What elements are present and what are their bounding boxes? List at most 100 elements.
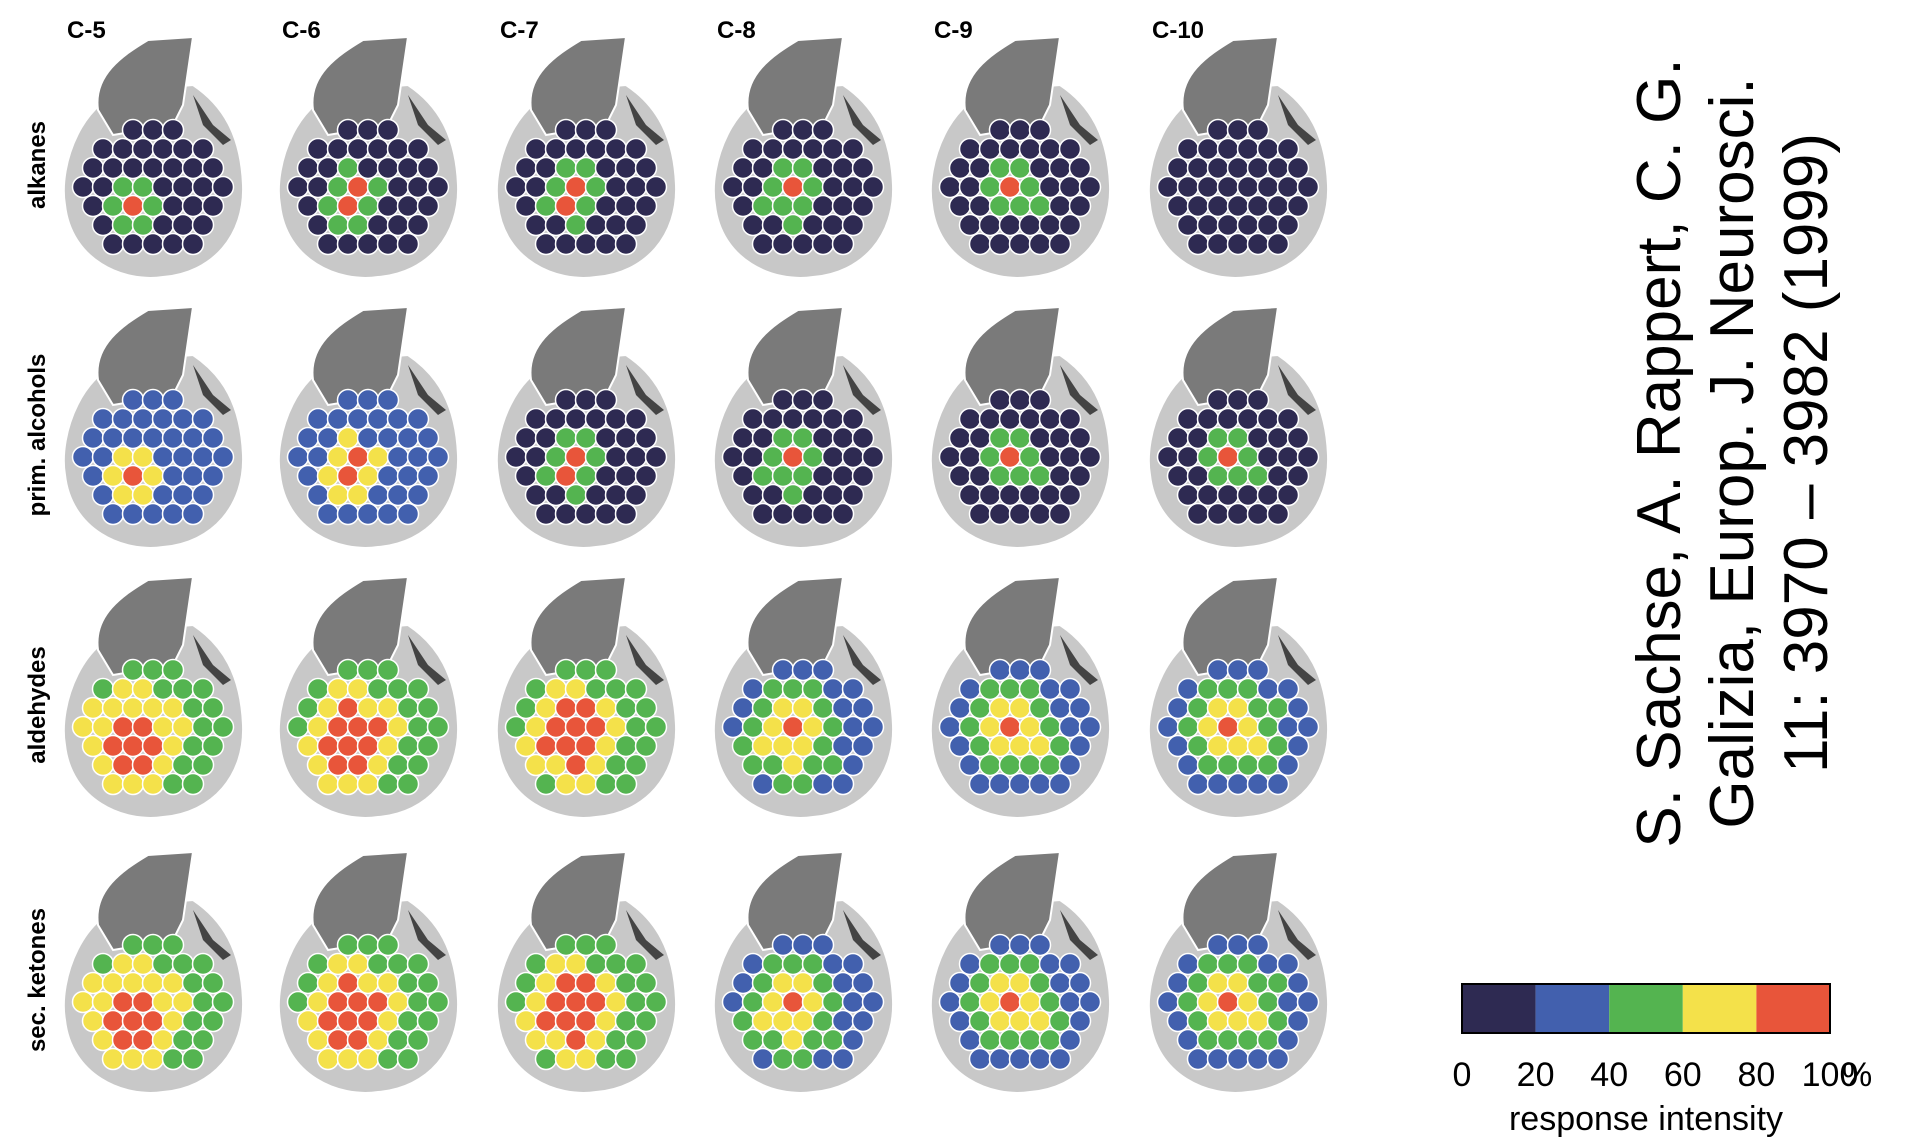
glomerulus (606, 1030, 627, 1051)
glomerulus (1010, 234, 1031, 255)
glomerulus (193, 992, 214, 1013)
glomerulus (596, 935, 617, 956)
glomerulus (763, 177, 784, 198)
glomerulus (863, 447, 884, 468)
glomerulus (418, 196, 439, 217)
glomerulus (1288, 428, 1309, 449)
glomerulus (773, 935, 794, 956)
glomerulus (1198, 717, 1219, 738)
glomerulus (990, 234, 1011, 255)
glomerulus (566, 485, 587, 506)
glomerulus (368, 1030, 389, 1051)
glomerulus (1228, 698, 1249, 719)
glomerulus (1040, 755, 1061, 776)
glomerulus (1000, 679, 1021, 700)
glomerulus (813, 736, 834, 757)
glomerulus (1188, 1049, 1209, 1070)
glomerulus (566, 992, 587, 1013)
glomerulus (1228, 390, 1249, 411)
glomerulus (338, 1011, 359, 1032)
glomerulus (418, 158, 439, 179)
glomerulus (566, 954, 587, 975)
glomerulus (783, 755, 804, 776)
glomerulus (378, 660, 399, 681)
glomerulus (980, 755, 1001, 776)
glomerulus (1298, 992, 1319, 1013)
glomerulus (213, 992, 234, 1013)
glomerulus (298, 698, 319, 719)
glomerulus (1248, 1011, 1269, 1032)
glomerulus (1020, 447, 1041, 468)
glomerulus (93, 215, 114, 236)
glomerulus (1218, 954, 1239, 975)
lobe-map (497, 307, 676, 548)
glomerulus (398, 1011, 419, 1032)
glomerulus (516, 1011, 537, 1032)
glomerulus (398, 774, 419, 795)
colorbar-segment (1536, 984, 1610, 1033)
lobe-map (279, 577, 458, 818)
glomerulus (308, 755, 329, 776)
glomerulus (773, 504, 794, 525)
glomerulus (616, 698, 637, 719)
glomerulus (596, 466, 617, 487)
glomerulus (203, 1011, 224, 1032)
lobe-map (279, 852, 458, 1093)
glomerulus (113, 447, 134, 468)
glomerulus (348, 409, 369, 430)
glomerulus (153, 139, 174, 160)
glomerulus (1278, 177, 1299, 198)
glomerulus (143, 158, 164, 179)
glomerulus (596, 736, 617, 757)
glomerulus (526, 717, 547, 738)
glomerulus (536, 1011, 557, 1032)
glomerulus (338, 466, 359, 487)
glomerulus (843, 992, 864, 1013)
glomerulus (328, 447, 349, 468)
glomerulus (773, 1011, 794, 1032)
glomerulus (576, 1049, 597, 1070)
glomerulus (93, 755, 114, 776)
glomerulus (1248, 196, 1269, 217)
glomerulus (526, 215, 547, 236)
glomerulus (616, 774, 637, 795)
glomerulus (556, 1011, 577, 1032)
glomerulus (1030, 390, 1051, 411)
glomerulus (823, 409, 844, 430)
glomerulus (803, 215, 824, 236)
glomerulus (1228, 973, 1249, 994)
glomerulus (1268, 158, 1289, 179)
glomerulus (83, 466, 104, 487)
lobe-map (714, 37, 893, 278)
glomerulus (636, 698, 657, 719)
citation-line: Galizia, Europ. J. Neurosci. (1698, 77, 1767, 828)
glomerulus (506, 447, 527, 468)
glomerulus (308, 447, 329, 468)
citation-line: S. Sachse, A. Rappert, C. G. (1625, 58, 1694, 847)
glomerulus (1268, 1049, 1289, 1070)
glomerulus (1040, 485, 1061, 506)
glomerulus (1198, 215, 1219, 236)
glomerulus (1258, 177, 1279, 198)
glomerulus (378, 973, 399, 994)
glomerulus (1278, 992, 1299, 1013)
glomerulus (813, 390, 834, 411)
glomerulus (113, 177, 134, 198)
glomerulus (636, 466, 657, 487)
glomerulus (940, 447, 961, 468)
glomerulus (753, 698, 774, 719)
glomerulus (763, 679, 784, 700)
glomerulus (950, 428, 971, 449)
glomerulus (173, 447, 194, 468)
glomerulus (773, 428, 794, 449)
glomerulus (1198, 177, 1219, 198)
glomerulus (753, 158, 774, 179)
glomerulus (1188, 234, 1209, 255)
glomerulus (143, 774, 164, 795)
glomerulus (183, 1049, 204, 1070)
glomerulus (1288, 158, 1309, 179)
glomerulus (328, 717, 349, 738)
colorbar-tick-label: 60 (1664, 1056, 1702, 1094)
glomerulus (1248, 504, 1269, 525)
glomerulus (1158, 992, 1179, 1013)
